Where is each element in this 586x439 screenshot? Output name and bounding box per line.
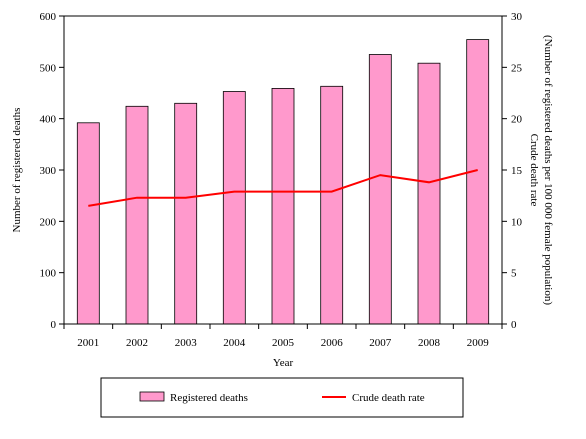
bar-2007 [368, 54, 392, 325]
left-axis: 0 100 200 300 400 500 600 [40, 11, 64, 331]
x-tick-label-2007: 2007 [369, 337, 392, 349]
plot-area [63, 15, 503, 325]
right-tick-label-10: 10 [511, 216, 523, 228]
right-tick-label-20: 20 [511, 114, 523, 126]
x-tick-label-2005: 2005 [272, 337, 295, 349]
right-tick-label-15: 15 [511, 165, 523, 177]
bar-2006 [320, 85, 344, 325]
legend-label-crude-death-rate: Crude death rate [352, 392, 425, 404]
left-tick-label-400: 400 [40, 114, 57, 126]
right-axis: 0 5 10 15 20 25 30 [502, 11, 523, 331]
bar-2009 [466, 39, 490, 325]
x-tick-label-2001: 2001 [77, 337, 99, 349]
left-tick-label-600: 600 [40, 11, 57, 23]
legend-label-registered-deaths: Registered deaths [170, 392, 248, 404]
y-axis-title: Number of registered deaths [11, 108, 23, 233]
x-tick-label-2003: 2003 [175, 337, 198, 349]
right-tick-label-30: 30 [511, 11, 523, 23]
left-tick-label-200: 200 [40, 216, 57, 228]
x-tick-label-2008: 2008 [418, 337, 441, 349]
bar-2003 [174, 102, 198, 325]
x-axis-title: Year [273, 357, 294, 369]
left-tick-label-300: 300 [40, 165, 57, 177]
bar-2008 [417, 62, 441, 325]
bar-2002 [125, 105, 149, 325]
right-tick-label-5: 5 [511, 268, 517, 280]
x-axis: 2001 2002 2003 2004 2005 2006 2007 2008 2009 [63, 324, 503, 349]
x-tick-label-2006: 2006 [321, 337, 344, 349]
right-tick-label-25: 25 [511, 62, 523, 74]
x-tick-label-2004: 2004 [223, 337, 246, 349]
bar-2001 [76, 122, 100, 325]
left-tick-label-100: 100 [40, 268, 57, 280]
legend: Registered deaths Crude death rate [100, 377, 464, 418]
y2-axis-title-line2: (Number of registered deaths per 100 000… [542, 35, 554, 305]
x-tick-label-2002: 2002 [126, 337, 148, 349]
bar-2005 [271, 88, 295, 325]
right-tick-label-0: 0 [511, 319, 517, 331]
bar-2004 [222, 91, 246, 325]
left-tick-label-0: 0 [51, 319, 57, 331]
legend-swatch-registered-deaths [139, 391, 165, 402]
left-tick-label-500: 500 [40, 62, 57, 74]
x-tick-label-2009: 2009 [467, 337, 490, 349]
y2-axis-title-line1: Crude death rate [528, 134, 540, 207]
